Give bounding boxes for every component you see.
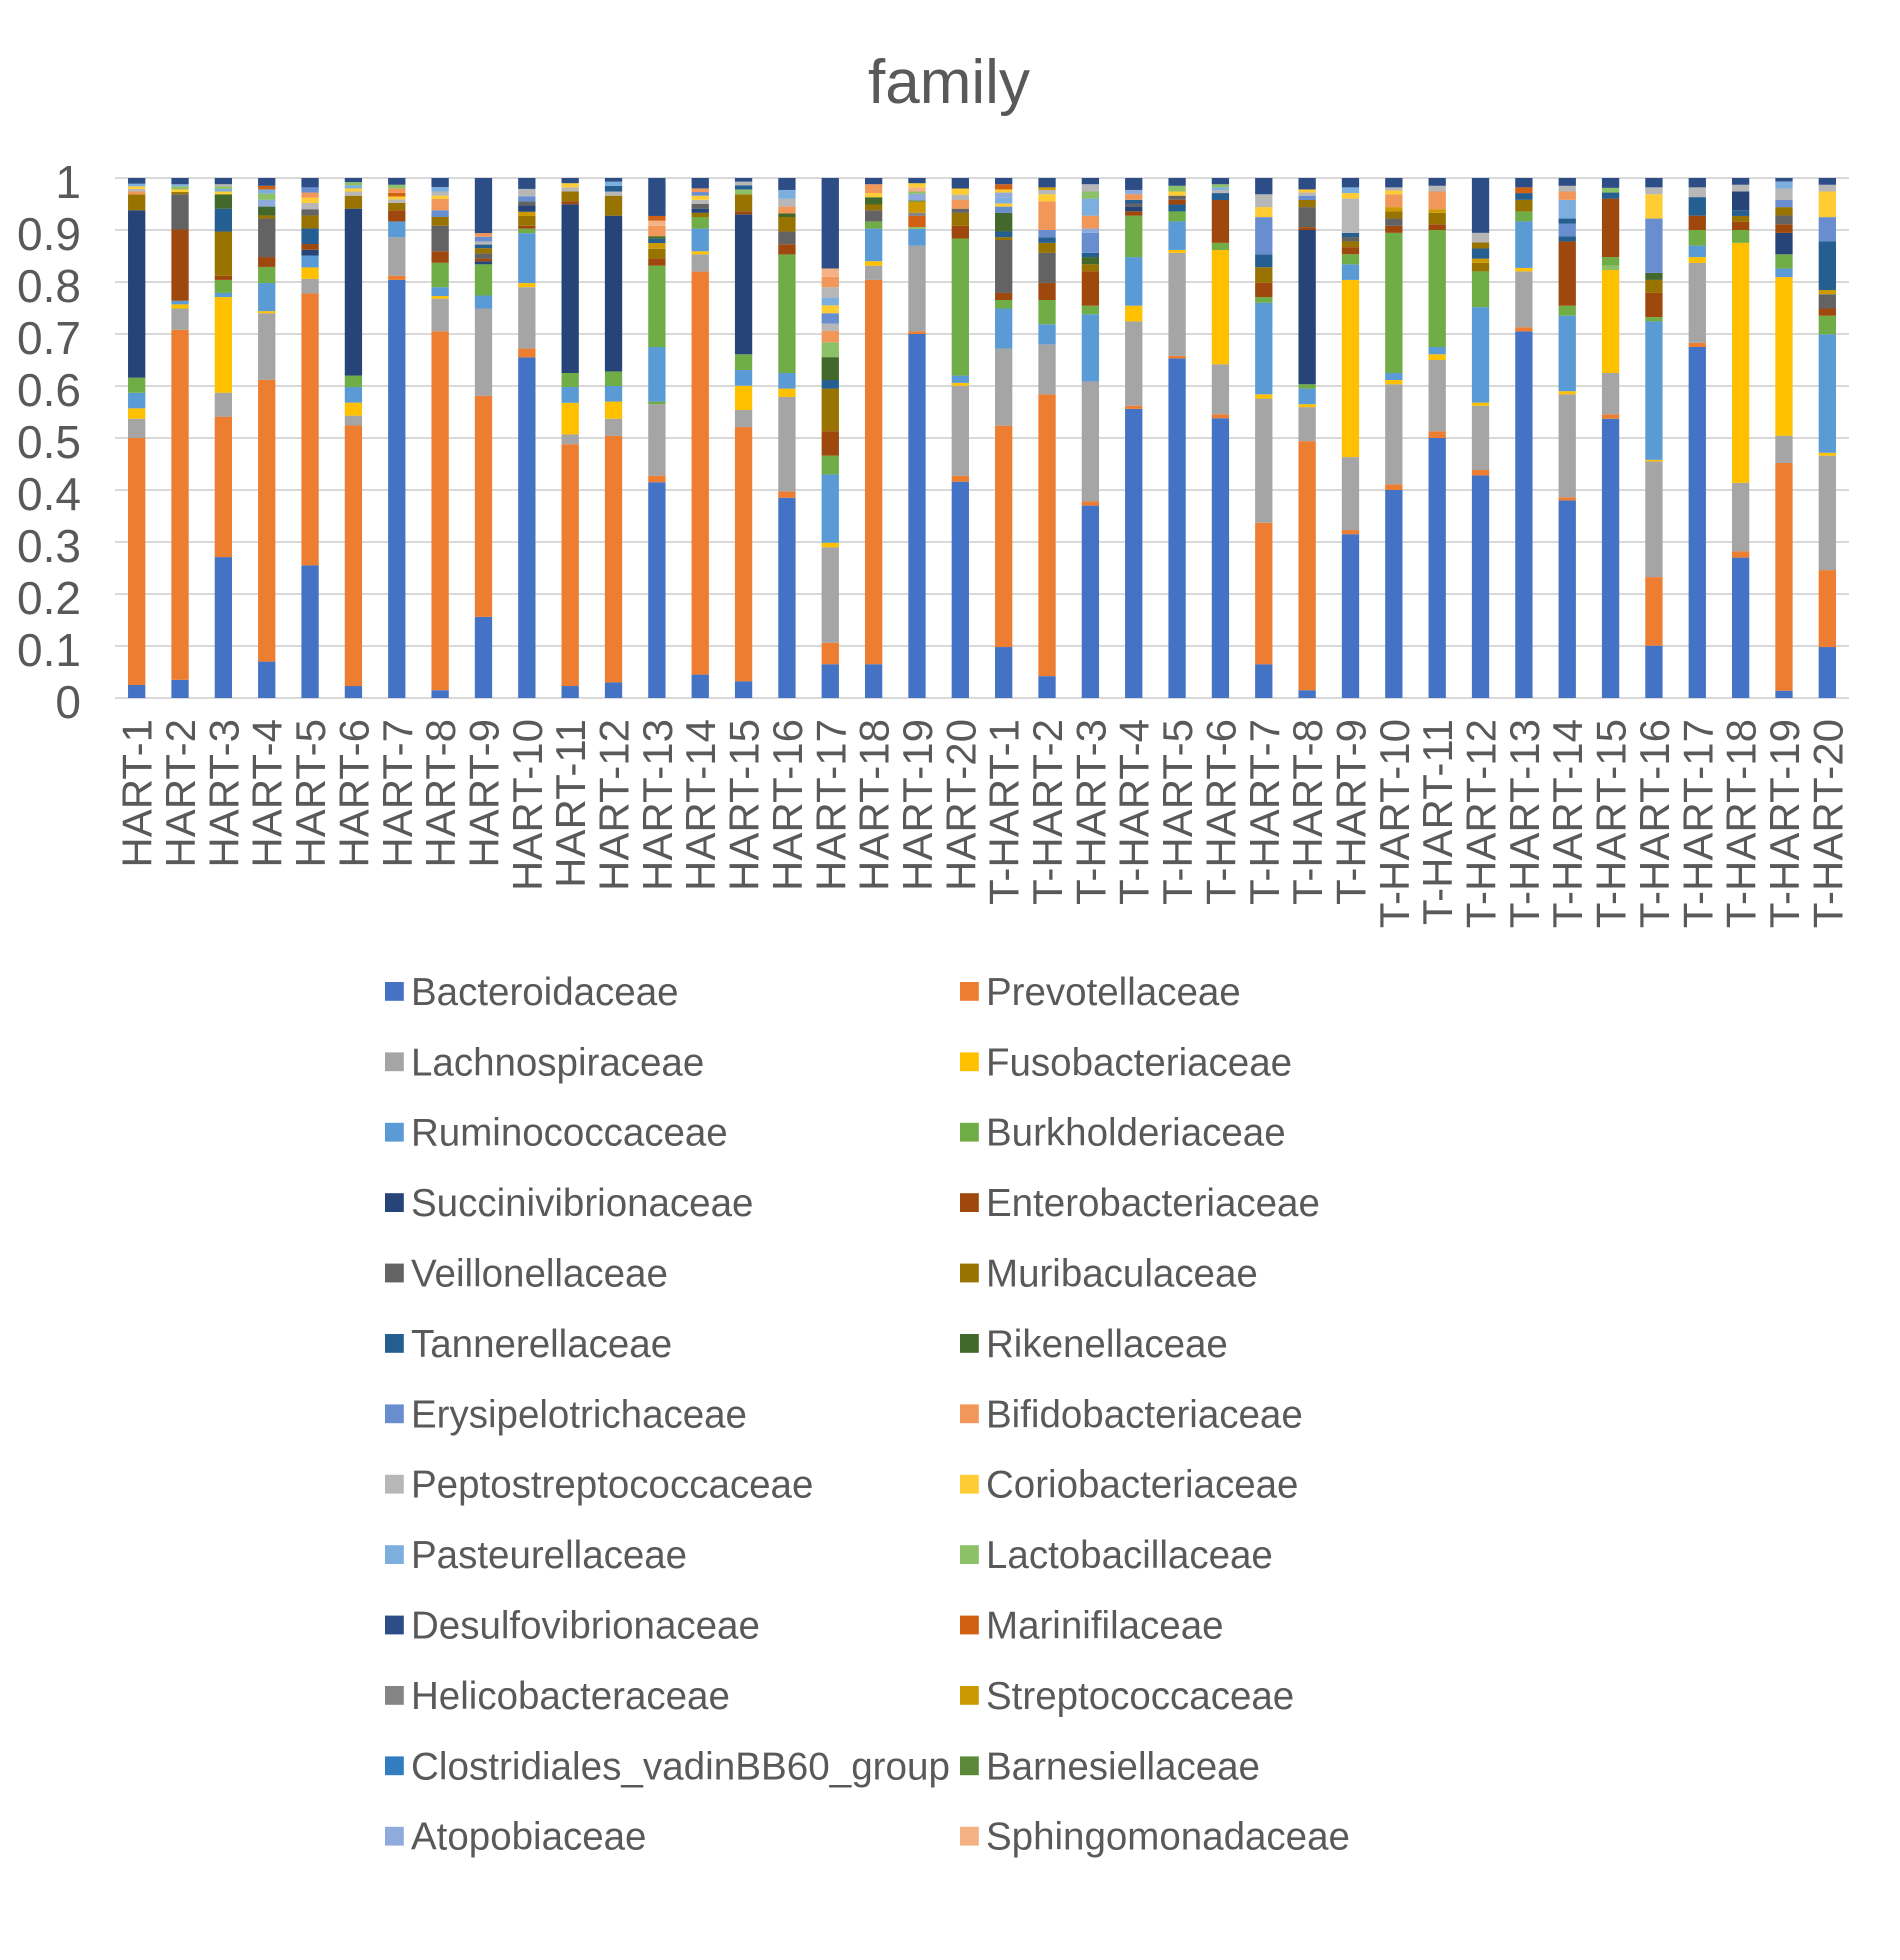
svg-text:Ruminococcaceae: Ruminococcaceae <box>411 1112 728 1155</box>
svg-text:HART-19: HART-19 <box>894 719 941 891</box>
svg-text:HART-1: HART-1 <box>114 719 161 868</box>
svg-text:T-HART-4: T-HART-4 <box>1111 719 1158 905</box>
svg-text:family: family <box>868 48 1030 117</box>
svg-text:HART-2: HART-2 <box>157 719 204 868</box>
svg-text:Peptostreptococcaceae: Peptostreptococcaceae <box>411 1464 813 1507</box>
svg-text:Streptococcaceae: Streptococcaceae <box>986 1675 1294 1718</box>
svg-text:Bacteroidaceae: Bacteroidaceae <box>411 971 679 1014</box>
svg-text:HART-3: HART-3 <box>200 719 247 868</box>
svg-text:1: 1 <box>55 156 81 208</box>
svg-text:T-HART-15: T-HART-15 <box>1588 719 1635 928</box>
svg-text:0.8: 0.8 <box>17 260 81 312</box>
svg-text:Bifidobacteriaceae: Bifidobacteriaceae <box>986 1393 1303 1436</box>
svg-text:HART-14: HART-14 <box>677 719 724 891</box>
svg-text:T-HART-8: T-HART-8 <box>1284 719 1331 905</box>
svg-text:0.1: 0.1 <box>17 624 81 676</box>
svg-text:0.2: 0.2 <box>17 572 81 624</box>
svg-text:T-HART-10: T-HART-10 <box>1371 719 1418 928</box>
svg-text:Atopobiaceae: Atopobiaceae <box>411 1816 646 1859</box>
svg-text:HART-5: HART-5 <box>287 719 334 868</box>
svg-text:HART-18: HART-18 <box>851 719 898 891</box>
svg-text:T-HART-14: T-HART-14 <box>1544 719 1591 928</box>
svg-text:T-HART-6: T-HART-6 <box>1197 719 1244 905</box>
svg-text:Lactobacillaceae: Lactobacillaceae <box>986 1534 1273 1577</box>
svg-text:HART-9: HART-9 <box>461 719 508 868</box>
svg-text:HART-16: HART-16 <box>764 719 811 891</box>
svg-text:HART-7: HART-7 <box>374 719 421 868</box>
svg-text:Fusobacteriaceae: Fusobacteriaceae <box>986 1041 1292 1084</box>
svg-text:HART-8: HART-8 <box>417 719 464 868</box>
svg-text:T-HART-16: T-HART-16 <box>1631 719 1678 928</box>
svg-text:Marinifilaceae: Marinifilaceae <box>986 1605 1224 1648</box>
svg-text:Succinivibrionaceae: Succinivibrionaceae <box>411 1182 753 1225</box>
svg-text:HART-11: HART-11 <box>547 719 594 888</box>
svg-text:Desulfovibrionaceae: Desulfovibrionaceae <box>411 1605 760 1648</box>
svg-text:Clostridiales_vadinBB60_group: Clostridiales_vadinBB60_group <box>411 1745 950 1788</box>
svg-text:Veillonellaceae: Veillonellaceae <box>411 1253 668 1296</box>
svg-text:Coriobacteriaceae: Coriobacteriaceae <box>986 1464 1298 1507</box>
svg-text:0.9: 0.9 <box>17 208 81 260</box>
svg-text:Helicobacteraceae: Helicobacteraceae <box>411 1675 730 1718</box>
svg-text:HART-10: HART-10 <box>504 719 551 891</box>
svg-text:0.7: 0.7 <box>17 312 81 364</box>
svg-text:Erysipelotrichaceae: Erysipelotrichaceae <box>411 1393 747 1436</box>
svg-text:Sphingomonadaceae: Sphingomonadaceae <box>986 1816 1350 1859</box>
svg-text:T-HART-1: T-HART-1 <box>981 719 1028 905</box>
svg-text:Prevotellaceae: Prevotellaceae <box>986 971 1241 1014</box>
svg-text:Tannerellaceae: Tannerellaceae <box>411 1323 672 1366</box>
svg-text:HART-13: HART-13 <box>634 719 681 891</box>
svg-text:Pasteurellaceae: Pasteurellaceae <box>411 1534 687 1577</box>
svg-text:Lachnospiraceae: Lachnospiraceae <box>411 1041 704 1084</box>
svg-text:0.6: 0.6 <box>17 364 81 416</box>
svg-text:0.4: 0.4 <box>17 468 81 520</box>
svg-text:Enterobacteriaceae: Enterobacteriaceae <box>986 1182 1320 1225</box>
svg-text:T-HART-9: T-HART-9 <box>1328 719 1375 905</box>
svg-text:HART-12: HART-12 <box>591 719 638 891</box>
svg-text:T-HART-7: T-HART-7 <box>1241 719 1288 905</box>
svg-text:HART-6: HART-6 <box>330 719 377 868</box>
svg-text:Rikenellaceae: Rikenellaceae <box>986 1323 1228 1366</box>
svg-text:0.3: 0.3 <box>17 520 81 572</box>
svg-text:HART-4: HART-4 <box>244 719 291 868</box>
svg-text:HART-15: HART-15 <box>721 719 768 891</box>
svg-text:T-HART-5: T-HART-5 <box>1154 719 1201 905</box>
svg-text:T-HART-12: T-HART-12 <box>1458 719 1505 928</box>
svg-text:0: 0 <box>55 676 81 728</box>
svg-text:T-HART-3: T-HART-3 <box>1067 719 1114 905</box>
svg-text:Muribaculaceae: Muribaculaceae <box>986 1253 1258 1296</box>
svg-text:T-HART-2: T-HART-2 <box>1024 719 1071 905</box>
svg-text:Barnesiellaceae: Barnesiellaceae <box>986 1745 1260 1788</box>
svg-text:T-HART-13: T-HART-13 <box>1501 719 1548 928</box>
svg-text:T-HART-17: T-HART-17 <box>1674 719 1721 928</box>
svg-text:T-HART-20: T-HART-20 <box>1804 719 1851 928</box>
svg-text:Burkholderiaceae: Burkholderiaceae <box>986 1112 1286 1155</box>
svg-text:HART-17: HART-17 <box>807 719 854 891</box>
svg-text:0.5: 0.5 <box>17 416 81 468</box>
svg-text:T-HART-18: T-HART-18 <box>1718 719 1765 928</box>
svg-text:HART-20: HART-20 <box>937 719 984 891</box>
svg-text:T-HART-11: T-HART-11 <box>1414 719 1461 925</box>
svg-text:T-HART-19: T-HART-19 <box>1761 719 1808 928</box>
